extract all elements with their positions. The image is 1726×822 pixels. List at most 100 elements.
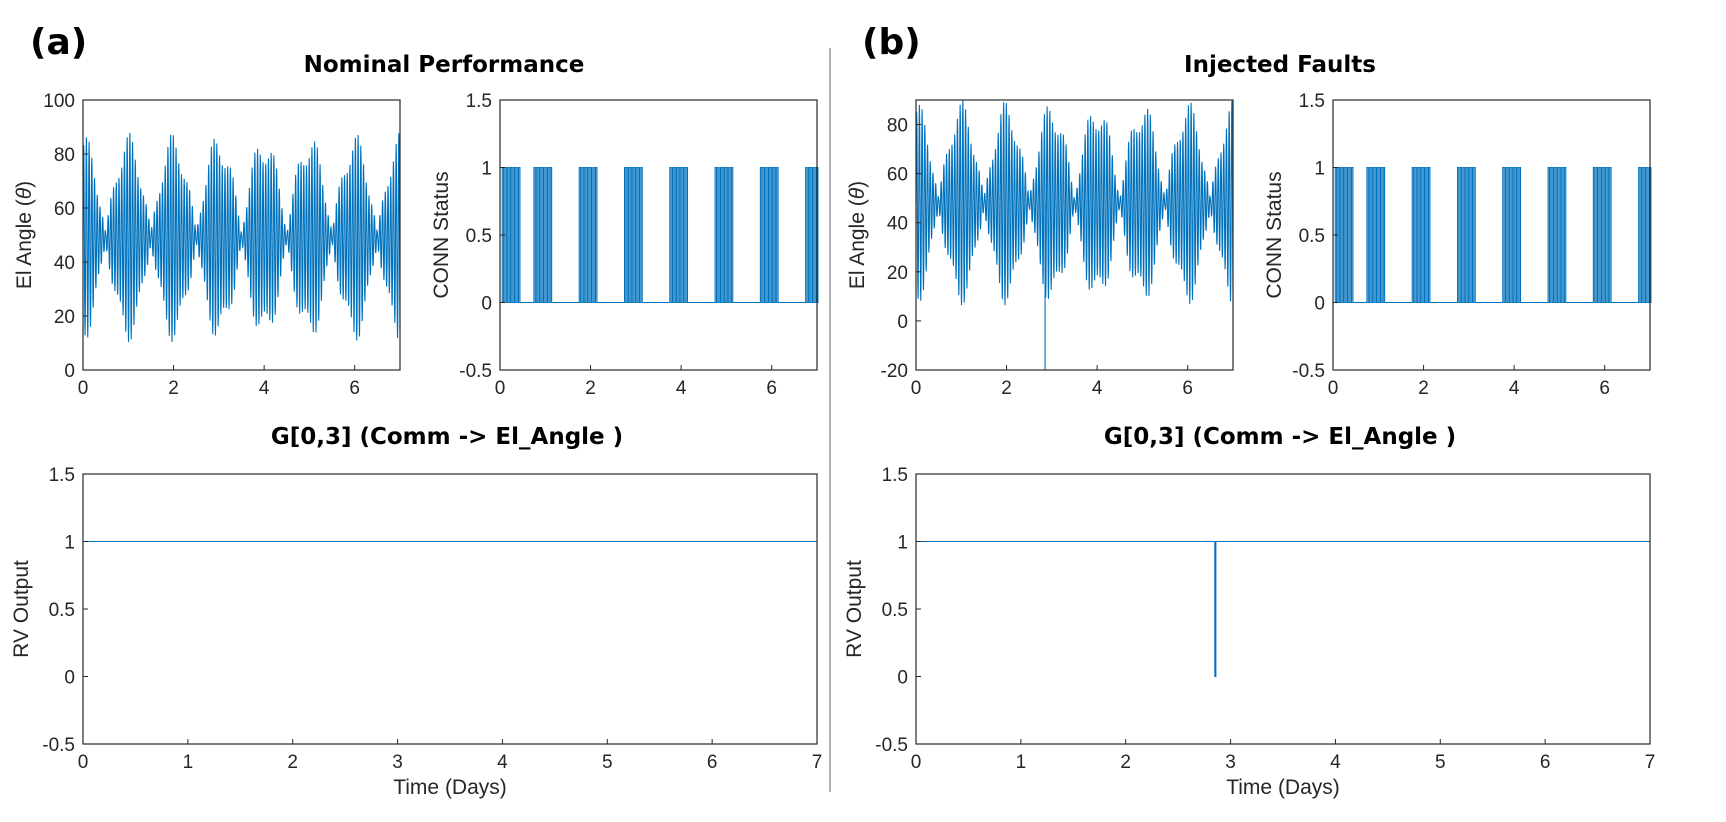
b_rv-ylabel: RV Output — [843, 560, 866, 658]
a_el-ytick-label: 60 — [54, 199, 75, 220]
a_rv-xtick-label: 6 — [707, 752, 718, 773]
b_el-ytick-label: 0 — [897, 312, 908, 333]
panel-a-title: Nominal Performance — [304, 52, 585, 78]
panel-a-tag: (a) — [30, 22, 87, 63]
a_el-axes-frame — [82, 99, 401, 371]
a_el-ytick-label: 100 — [43, 91, 75, 112]
b_el-ylabel: El Angle (θ) — [846, 181, 869, 289]
b_el-ytick-label: 80 — [887, 116, 908, 137]
b_rv-xtick-label: 5 — [1435, 752, 1446, 773]
b_el-xtick-label: 2 — [1001, 378, 1012, 399]
a_rv-ytick-label: 1.5 — [49, 465, 75, 486]
b_el-ytick-label: -20 — [881, 361, 908, 382]
b_rv-ytick-label: 1.5 — [882, 465, 908, 486]
a_el-xtick-label: 6 — [349, 378, 360, 399]
b_el-ylabel-main: El Angle ( — [846, 199, 869, 289]
panel-b-title: Injected Faults — [1184, 52, 1376, 78]
b_el-axes-frame — [915, 99, 1234, 371]
a_rv-ytick-label: 1 — [64, 533, 75, 554]
b_el-ytick-label: 20 — [887, 263, 908, 284]
a_el-ytick-label: 0 — [64, 361, 75, 382]
b_rv-xtick-label: 7 — [1645, 752, 1656, 773]
b_conn-ytick-label: 1.5 — [1299, 91, 1325, 112]
b_el-xtick-label: 6 — [1182, 378, 1193, 399]
a_rv-xtick-label: 4 — [497, 752, 508, 773]
b_el-ylabel-end: ) — [846, 181, 869, 188]
b_conn-series-line — [1333, 166, 1652, 304]
b_conn-xtick-label: 0 — [1328, 378, 1339, 399]
a_rv-ylabel: RV Output — [10, 560, 33, 658]
a_rv-xtick-label: 2 — [287, 752, 298, 773]
panel-a-subtitle: G[0,3] (Comm -> El_Angle ) — [271, 424, 623, 450]
a_conn-xtick-label: 4 — [676, 378, 687, 399]
b_rv-ytick-label: 0 — [897, 668, 908, 689]
a_rv-ytick-label: -0.5 — [42, 735, 75, 756]
b_rv-xtick-label: 4 — [1330, 752, 1341, 773]
a_el-ylabel-end: ) — [13, 181, 36, 188]
panel-b-subtitle: G[0,3] (Comm -> El_Angle ) — [1104, 424, 1456, 450]
a_rv-xlabel: Time (Days) — [393, 776, 507, 799]
a_rv-xtick-label: 3 — [392, 752, 403, 773]
b_el-ytick-label: 40 — [887, 214, 908, 235]
b_conn-xtick-label: 4 — [1509, 378, 1520, 399]
b_conn-xtick-label: 6 — [1599, 378, 1610, 399]
b_rv-ytick-label: 1 — [897, 533, 908, 554]
b_conn-ylabel: CONN Status — [1263, 171, 1286, 298]
a_conn-xtick-label: 2 — [585, 378, 596, 399]
b_conn-ytick-label: 0 — [1314, 294, 1325, 315]
a_el-ylabel-main: El Angle ( — [13, 199, 36, 289]
a_el-xtick-label: 2 — [168, 378, 179, 399]
a_el-xtick-label: 0 — [78, 378, 89, 399]
a_conn-ytick-label: 0.5 — [466, 226, 492, 247]
a_el-ylabel-symbol: θ — [13, 187, 36, 199]
b_conn-ytick-label: -0.5 — [1292, 361, 1325, 382]
b_rv-xlabel: Time (Days) — [1226, 776, 1340, 799]
b_rv-xtick-label: 1 — [1016, 752, 1027, 773]
b_rv-ytick-label: -0.5 — [875, 735, 908, 756]
a_el-ytick-label: 20 — [54, 307, 75, 328]
a_el-ylabel: El Angle (θ) — [13, 181, 36, 289]
b_rv-xtick-label: 6 — [1540, 752, 1551, 773]
a_rv-xtick-label: 0 — [78, 752, 89, 773]
a_conn-ytick-label: 1.5 — [466, 91, 492, 112]
a_el-ytick-label: 40 — [54, 253, 75, 274]
b_rv-xtick-label: 0 — [911, 752, 922, 773]
a_rv-xtick-label: 5 — [602, 752, 613, 773]
b_rv-ytick-label: 0.5 — [882, 600, 908, 621]
a_rv-xtick-label: 7 — [812, 752, 823, 773]
b_rv-axes-box — [915, 473, 1651, 745]
b_rv-series-line — [916, 540, 1650, 678]
a_conn-xtick-label: 0 — [495, 378, 506, 399]
a_conn-ytick-label: 0 — [481, 294, 492, 315]
a_el-xtick-label: 4 — [259, 378, 270, 399]
b_conn-ytick-label: 1 — [1314, 159, 1325, 180]
b_rv-xtick-label: 2 — [1120, 752, 1131, 773]
a_rv-ytick-label: 0.5 — [49, 600, 75, 621]
b_el-series-line — [915, 100, 1234, 306]
a_rv-axes-box — [82, 473, 818, 745]
a_conn-series-line — [500, 166, 819, 304]
a_conn-ytick-label: 1 — [481, 159, 492, 180]
panel-b-tag: (b) — [862, 22, 921, 63]
a_conn-ylabel: CONN Status — [430, 171, 453, 298]
a_rv-ytick-label: 0 — [64, 668, 75, 689]
b_el-ylabel-symbol: θ — [846, 187, 869, 199]
b_el-xtick-label: 4 — [1092, 378, 1103, 399]
b_conn-xtick-label: 2 — [1418, 378, 1429, 399]
b_conn-ytick-label: 0.5 — [1299, 226, 1325, 247]
a_conn-ytick-label: -0.5 — [459, 361, 492, 382]
b_rv-xtick-label: 3 — [1225, 752, 1236, 773]
a_conn-xtick-label: 6 — [766, 378, 777, 399]
b_el-ytick-label: 60 — [887, 165, 908, 186]
b_el-xtick-label: 0 — [911, 378, 922, 399]
a_rv-xtick-label: 1 — [183, 752, 194, 773]
a_el-series-line — [82, 133, 401, 343]
a_el-ytick-label: 80 — [54, 145, 75, 166]
